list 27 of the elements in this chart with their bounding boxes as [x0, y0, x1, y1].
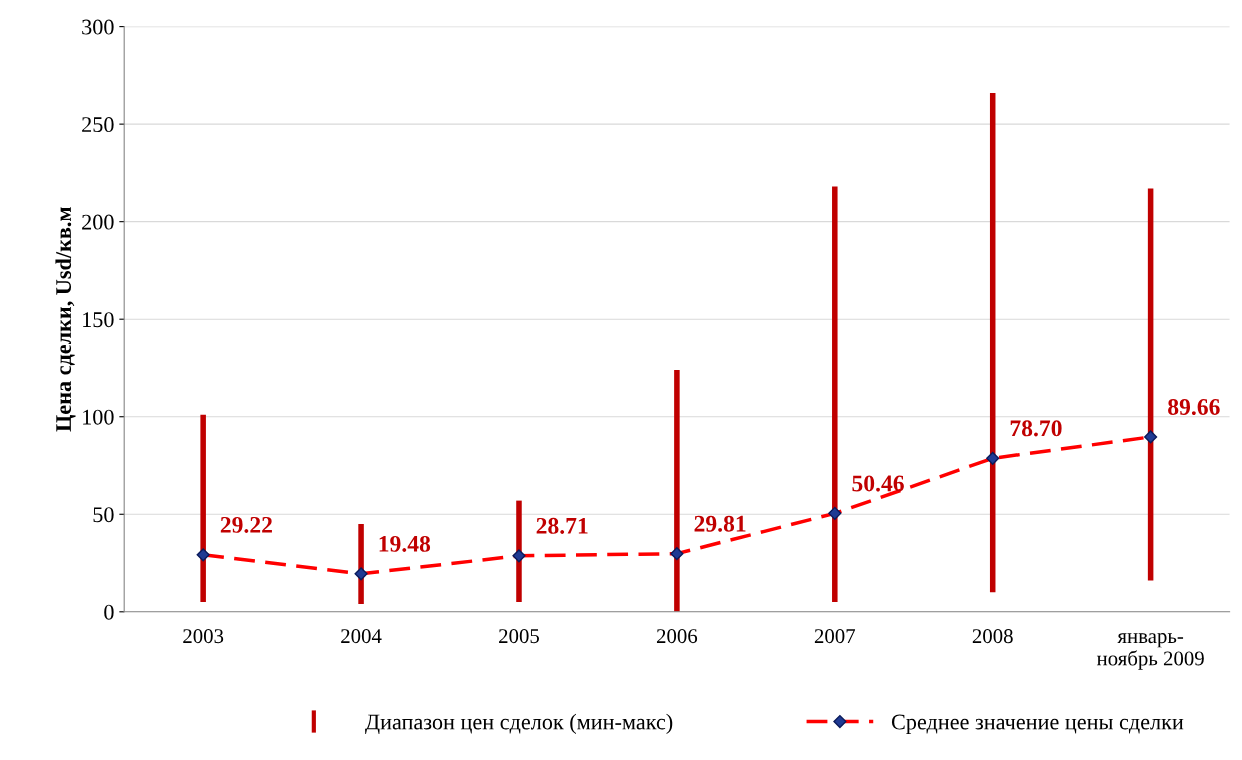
- y-tick-label: 250: [82, 117, 114, 133]
- legend-label: Среднее значение цены сделки: [891, 714, 1184, 735]
- data-label: 50.46: [852, 475, 904, 492]
- y-tick-label: 0: [104, 604, 114, 620]
- bar: [200, 414, 206, 603]
- data-label: 78.70: [1010, 420, 1062, 437]
- bar: [832, 186, 838, 603]
- data-label: 89.66: [1168, 398, 1220, 416]
- x-tick-label: 2003: [183, 629, 224, 644]
- x-tick-label: январь- ноябрь 2009: [1096, 633, 1204, 670]
- data-label: 19.48: [379, 535, 431, 552]
- x-tick-label: 2005: [499, 629, 539, 644]
- legend-label: Диапазон цен сделок (мин-макс): [365, 713, 673, 735]
- y-tick-label: 150: [83, 312, 114, 328]
- x-tick-label: 2004: [341, 629, 382, 644]
- data-label: 28.71: [536, 517, 588, 534]
- data-label: 29.22: [220, 516, 272, 533]
- x-tick-label: 2006: [656, 629, 698, 644]
- y-tick-label: 200: [82, 214, 114, 230]
- x-tick-label: 2007: [814, 629, 856, 644]
- bar: [674, 369, 680, 612]
- data-label: 29.81: [694, 515, 746, 532]
- y-tick-label: 100: [83, 409, 114, 425]
- y-tick-label: 300: [82, 19, 114, 35]
- y-tick-label: 50: [93, 507, 114, 523]
- y-axis-title: Цена сделки, Usd/кв.м: [55, 207, 76, 432]
- x-tick-label: 2008: [972, 629, 1013, 644]
